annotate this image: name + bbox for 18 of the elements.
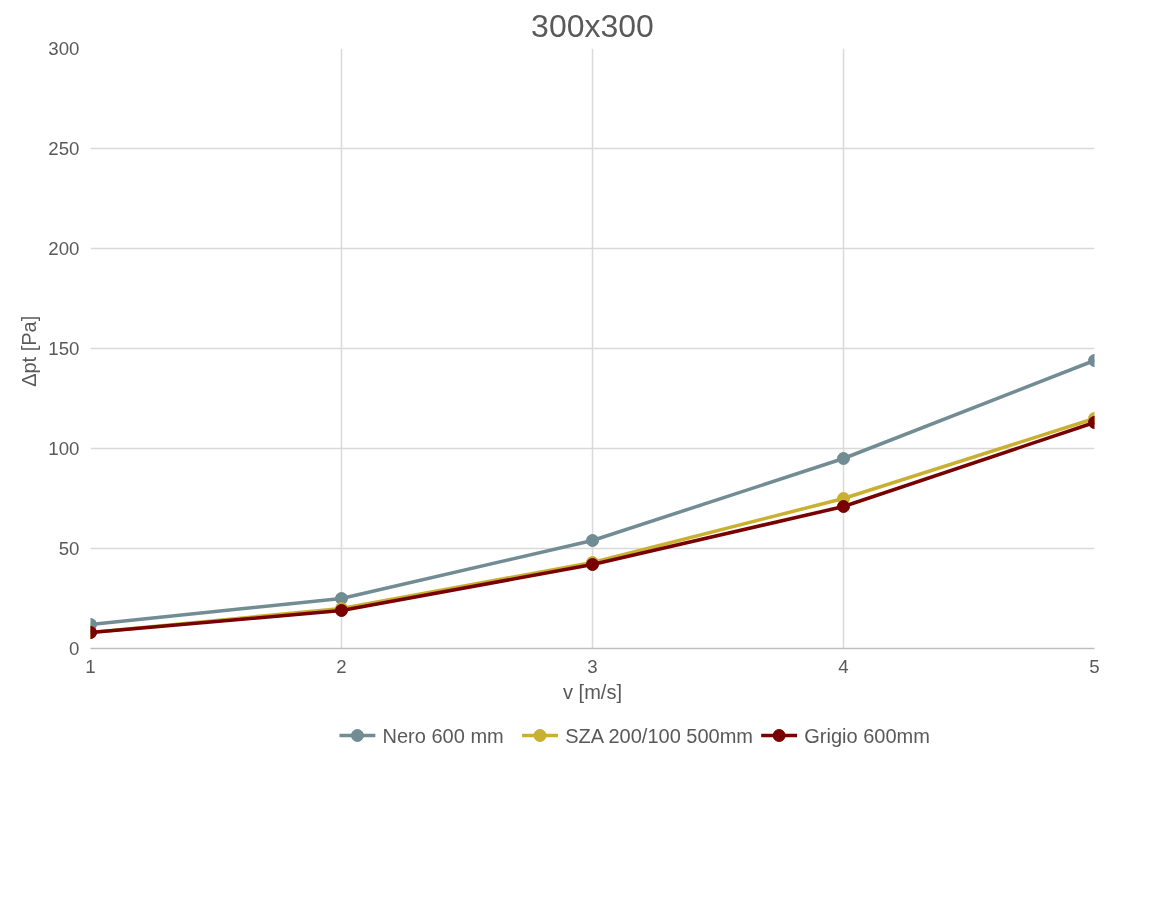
y-axis-title: Δpt [Pa]	[18, 315, 41, 387]
y-tick-label: 250	[48, 138, 80, 159]
y-tick-label: 50	[58, 538, 80, 559]
legend-label: SZA 200/100 500mm	[565, 724, 754, 747]
y-tick-label: 0	[69, 638, 80, 659]
chart-title: 300x300	[531, 7, 654, 44]
legend-label: Nero 600 mm	[382, 724, 504, 747]
x-tick-label: 4	[838, 655, 849, 677]
y-tick-label: 200	[48, 238, 80, 259]
x-tick-label: 3	[587, 655, 598, 677]
x-axis-title: v [m/s]	[563, 680, 622, 703]
x-tick-label: 2	[336, 655, 347, 677]
y-tick-label: 100	[48, 438, 80, 459]
x-tick-label: 1	[85, 655, 96, 677]
y-tick-label: 150	[48, 338, 80, 359]
legend-label: Grigio 600mm	[804, 724, 930, 747]
y-tick-label: 300	[48, 38, 80, 59]
x-tick-label: 5	[1089, 655, 1100, 677]
